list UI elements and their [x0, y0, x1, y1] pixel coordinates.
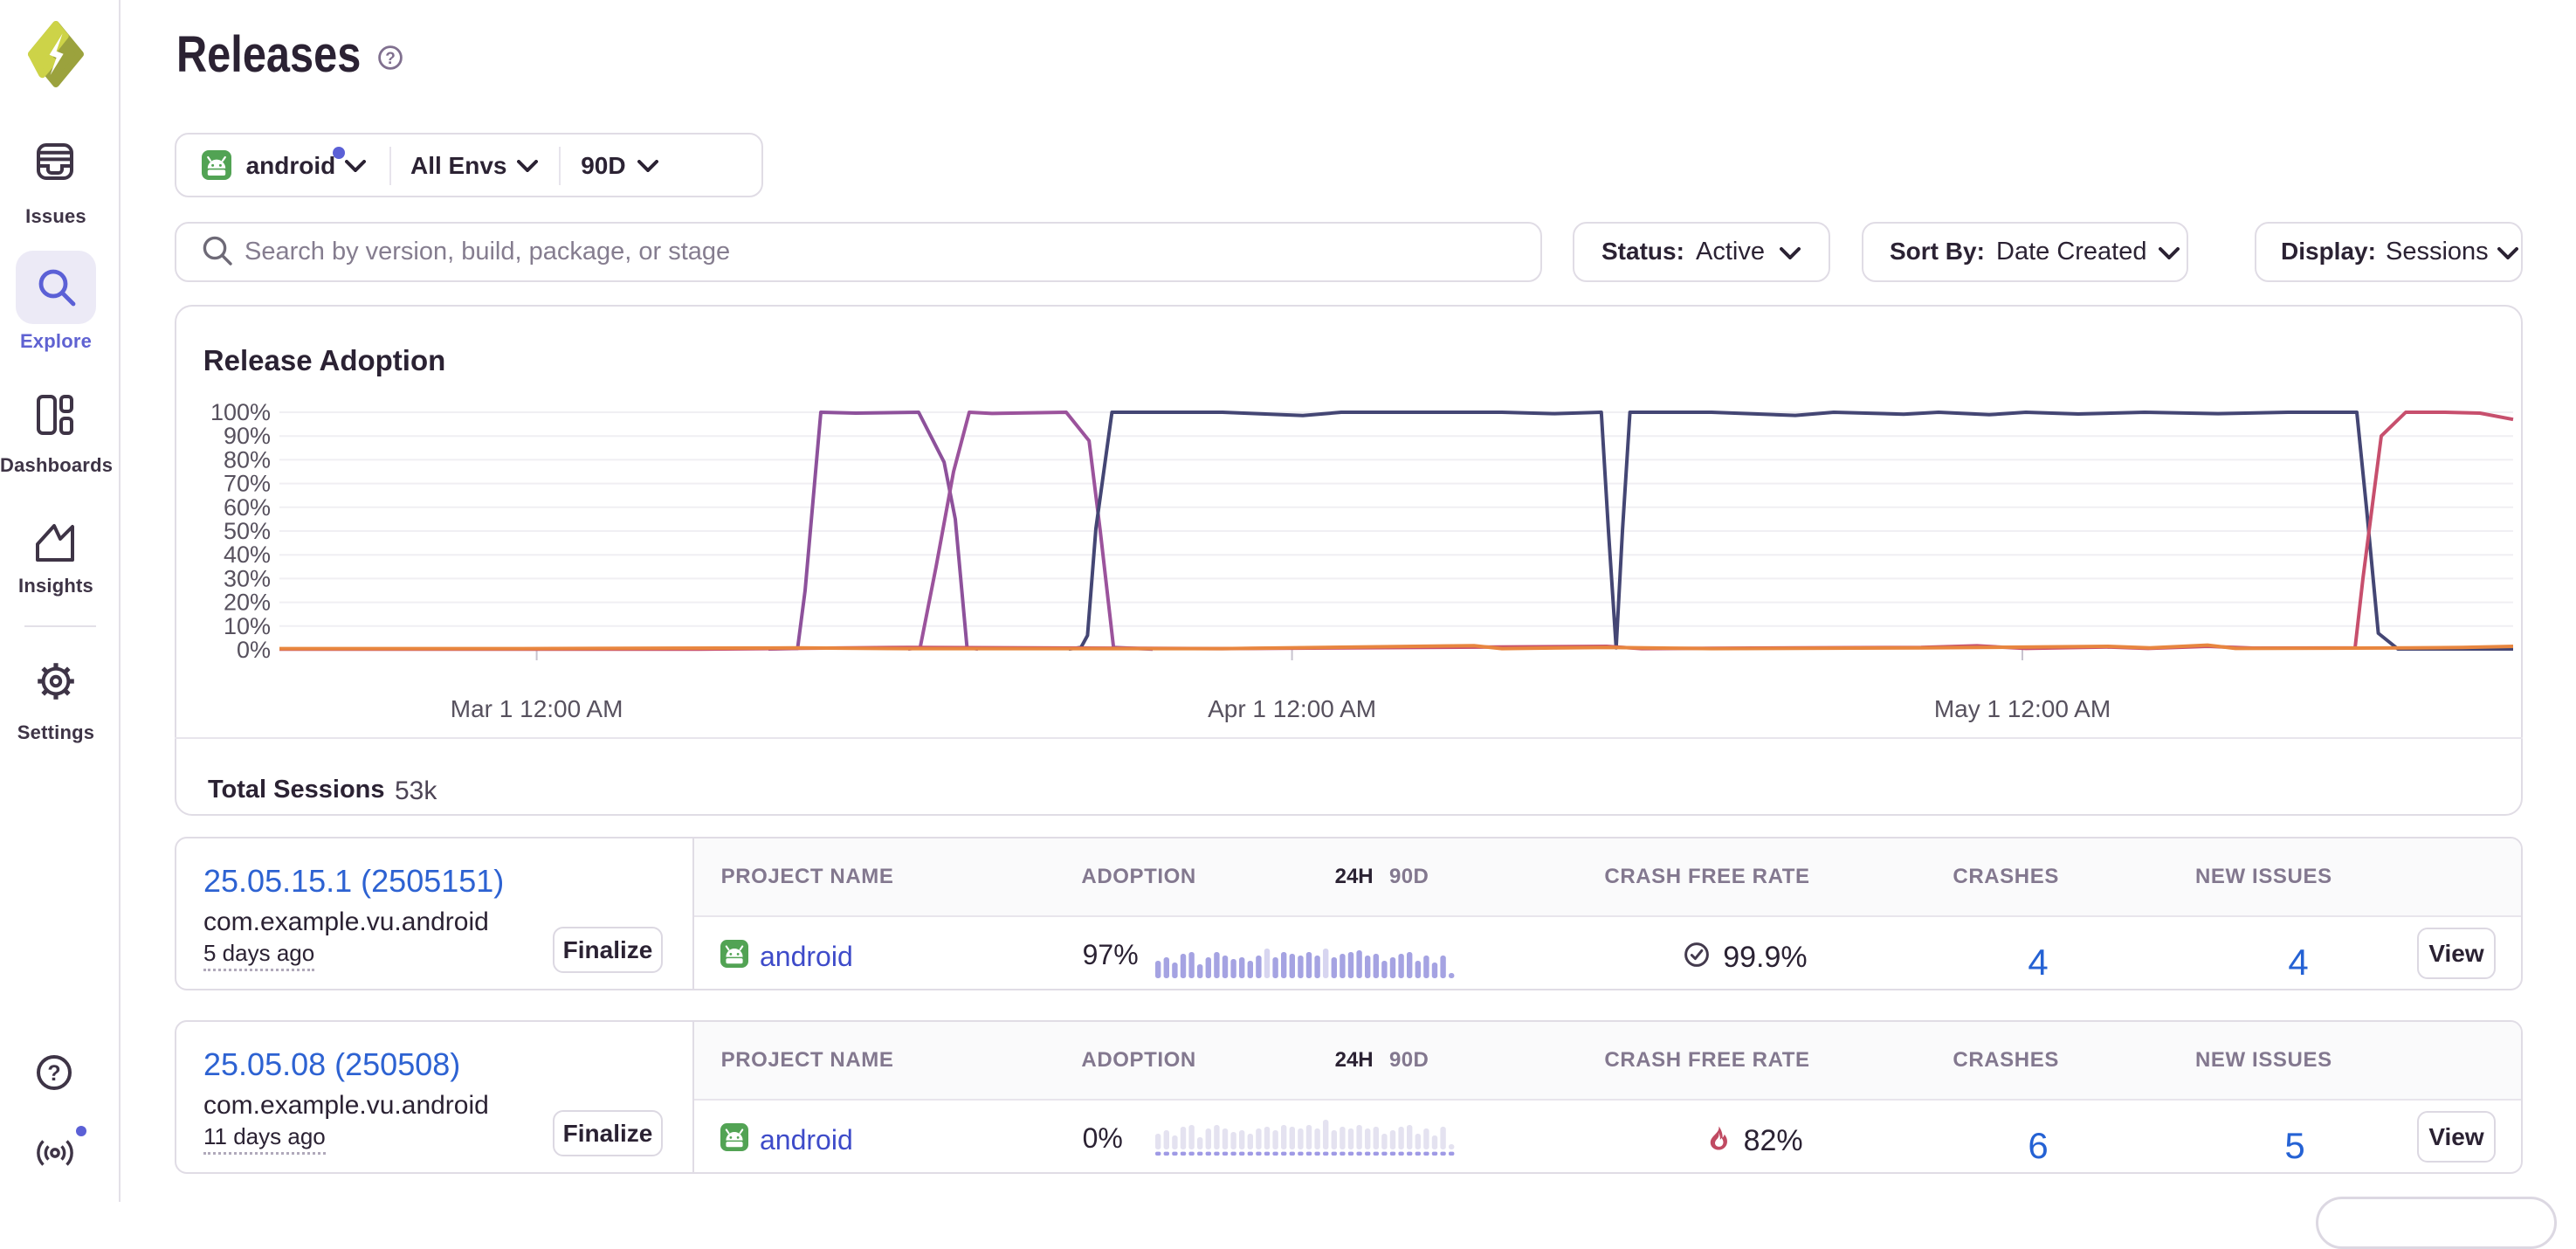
- svg-text:100%: 100%: [210, 399, 271, 425]
- svg-text:?: ?: [47, 1061, 60, 1086]
- svg-text:50%: 50%: [224, 518, 271, 544]
- svg-text:20%: 20%: [224, 590, 271, 616]
- svg-text:70%: 70%: [224, 471, 271, 497]
- svg-text:80%: 80%: [224, 446, 271, 473]
- svg-text:40%: 40%: [224, 542, 271, 568]
- svg-text:30%: 30%: [224, 565, 271, 591]
- svg-text:May 1 12:00 AM: May 1 12:00 AM: [1934, 695, 2111, 722]
- svg-text:0%: 0%: [237, 637, 271, 663]
- svg-text:?: ?: [385, 50, 396, 68]
- svg-text:90%: 90%: [224, 423, 271, 449]
- svg-text:Apr 1 12:00 AM: Apr 1 12:00 AM: [1208, 695, 1376, 722]
- svg-text:60%: 60%: [224, 494, 271, 521]
- svg-text:10%: 10%: [224, 613, 271, 639]
- svg-text:Mar 1 12:00 AM: Mar 1 12:00 AM: [451, 695, 623, 722]
